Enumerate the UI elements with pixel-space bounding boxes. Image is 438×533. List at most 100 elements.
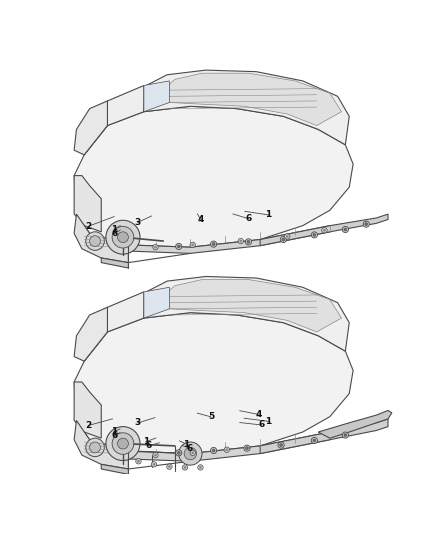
Circle shape [182, 465, 187, 470]
Text: 6: 6 [111, 229, 117, 238]
Circle shape [184, 447, 197, 460]
Circle shape [106, 426, 140, 461]
Polygon shape [74, 101, 107, 155]
Polygon shape [128, 225, 330, 253]
Polygon shape [318, 410, 392, 438]
Circle shape [363, 221, 369, 227]
Circle shape [342, 432, 349, 438]
Circle shape [191, 244, 194, 246]
Circle shape [154, 246, 157, 248]
Circle shape [90, 236, 100, 246]
Circle shape [211, 241, 217, 247]
Polygon shape [74, 106, 353, 247]
Text: 6: 6 [146, 441, 152, 450]
Circle shape [177, 451, 180, 454]
Circle shape [199, 466, 202, 469]
Circle shape [344, 434, 347, 437]
Polygon shape [74, 382, 101, 438]
Circle shape [136, 458, 141, 464]
Circle shape [176, 244, 182, 249]
Circle shape [90, 442, 100, 453]
Circle shape [224, 447, 230, 453]
Polygon shape [74, 175, 101, 232]
Text: 3: 3 [135, 418, 141, 427]
Polygon shape [162, 280, 342, 332]
Text: 4: 4 [255, 410, 261, 419]
Text: 1: 1 [184, 440, 190, 449]
Circle shape [153, 453, 158, 458]
Circle shape [137, 460, 140, 463]
Circle shape [177, 245, 180, 248]
Text: 6: 6 [245, 214, 251, 223]
Circle shape [286, 235, 289, 238]
Circle shape [190, 450, 195, 456]
Polygon shape [144, 277, 349, 351]
Circle shape [322, 228, 327, 233]
Circle shape [117, 438, 128, 449]
Circle shape [285, 234, 290, 239]
Polygon shape [78, 292, 144, 361]
Circle shape [278, 442, 284, 448]
Circle shape [244, 445, 250, 451]
Circle shape [117, 232, 128, 243]
Circle shape [86, 438, 104, 457]
Circle shape [211, 447, 217, 454]
Polygon shape [74, 214, 128, 263]
Text: 2: 2 [85, 421, 92, 430]
Polygon shape [74, 421, 128, 469]
Text: 4: 4 [198, 215, 204, 224]
Circle shape [154, 454, 157, 456]
Polygon shape [144, 287, 170, 318]
Circle shape [240, 240, 242, 243]
Circle shape [167, 464, 172, 470]
Circle shape [152, 463, 155, 466]
Text: 1: 1 [265, 211, 272, 220]
Polygon shape [74, 313, 353, 454]
Text: 1: 1 [111, 225, 117, 234]
Circle shape [151, 462, 157, 467]
Circle shape [112, 433, 134, 454]
Polygon shape [144, 81, 170, 112]
Text: 1: 1 [265, 417, 272, 426]
Circle shape [168, 465, 171, 468]
Circle shape [179, 442, 202, 465]
Circle shape [313, 439, 316, 442]
Circle shape [176, 450, 182, 456]
Polygon shape [144, 70, 349, 145]
Text: 2: 2 [85, 222, 92, 231]
Text: 3: 3 [135, 218, 141, 227]
Text: 1: 1 [143, 437, 149, 446]
Text: 5: 5 [208, 413, 214, 421]
Circle shape [191, 451, 194, 454]
Circle shape [279, 444, 283, 447]
Circle shape [190, 242, 195, 248]
Circle shape [212, 243, 215, 246]
Circle shape [323, 229, 326, 232]
Circle shape [238, 238, 244, 244]
Text: 6: 6 [187, 444, 193, 453]
Circle shape [112, 227, 134, 248]
Polygon shape [260, 214, 388, 246]
Circle shape [86, 232, 104, 251]
Circle shape [106, 220, 140, 254]
Polygon shape [260, 419, 388, 454]
Circle shape [153, 245, 158, 250]
Polygon shape [74, 308, 107, 361]
Circle shape [247, 240, 250, 243]
Circle shape [246, 447, 248, 449]
Circle shape [280, 237, 286, 243]
Circle shape [344, 228, 347, 231]
Polygon shape [162, 73, 342, 126]
Text: 6: 6 [111, 431, 117, 440]
Circle shape [311, 438, 318, 443]
Circle shape [226, 448, 228, 451]
Polygon shape [101, 258, 128, 268]
Text: 6: 6 [259, 421, 265, 430]
Circle shape [245, 239, 251, 245]
Circle shape [342, 227, 349, 232]
Polygon shape [128, 432, 330, 461]
Polygon shape [101, 464, 128, 474]
Polygon shape [78, 85, 144, 155]
Circle shape [311, 232, 318, 238]
Circle shape [198, 465, 203, 470]
